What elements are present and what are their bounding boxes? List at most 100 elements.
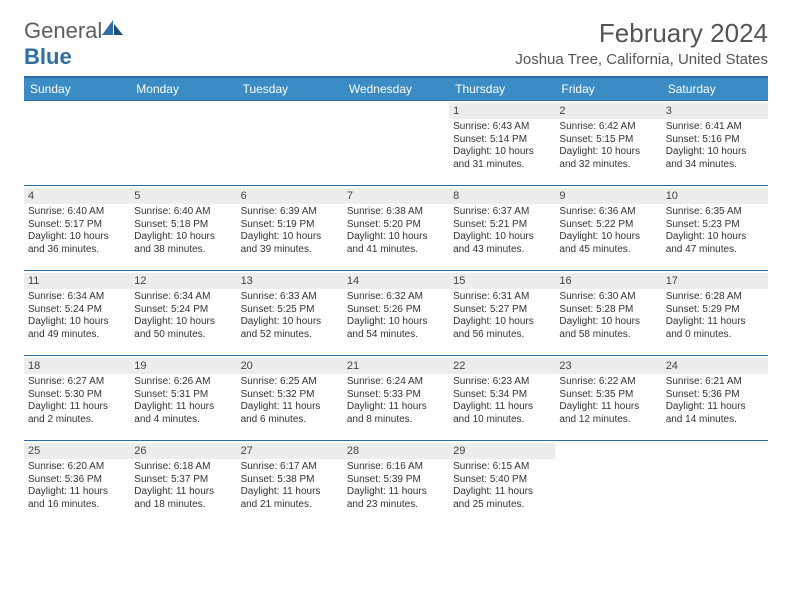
calendar-cell: 28Sunrise: 6:16 AMSunset: 5:39 PMDayligh…: [343, 441, 449, 525]
calendar-cell: 26Sunrise: 6:18 AMSunset: 5:37 PMDayligh…: [130, 441, 236, 525]
day-number: 8: [449, 188, 555, 204]
sunset-line: Sunset: 5:28 PM: [559, 304, 657, 317]
sunrise-line: Sunrise: 6:42 AM: [559, 121, 657, 134]
day-number: 22: [449, 358, 555, 374]
sunset-line: Sunset: 5:23 PM: [666, 219, 764, 232]
daylight-line-b: and 16 minutes.: [28, 499, 126, 512]
sunset-line: Sunset: 5:14 PM: [453, 134, 551, 147]
calendar-cell: 3Sunrise: 6:41 AMSunset: 5:16 PMDaylight…: [662, 101, 768, 185]
calendar-cell: 9Sunrise: 6:36 AMSunset: 5:22 PMDaylight…: [555, 186, 661, 270]
calendar-cell: [130, 101, 236, 185]
calendar: SundayMondayTuesdayWednesdayThursdayFrid…: [24, 76, 768, 525]
daylight-line-a: Daylight: 11 hours: [666, 316, 764, 329]
sunset-line: Sunset: 5:16 PM: [666, 134, 764, 147]
day-number: 15: [449, 273, 555, 289]
daylight-line-a: Daylight: 10 hours: [347, 316, 445, 329]
calendar-cell: 13Sunrise: 6:33 AMSunset: 5:25 PMDayligh…: [237, 271, 343, 355]
day-number: 2: [555, 103, 661, 119]
sunset-line: Sunset: 5:26 PM: [347, 304, 445, 317]
sunset-line: Sunset: 5:36 PM: [28, 474, 126, 487]
calendar-cell: 11Sunrise: 6:34 AMSunset: 5:24 PMDayligh…: [24, 271, 130, 355]
sunset-line: Sunset: 5:15 PM: [559, 134, 657, 147]
sunset-line: Sunset: 5:31 PM: [134, 389, 232, 402]
sunrise-line: Sunrise: 6:27 AM: [28, 376, 126, 389]
sunset-line: Sunset: 5:24 PM: [134, 304, 232, 317]
daylight-line-a: Daylight: 11 hours: [134, 486, 232, 499]
calendar-week: 18Sunrise: 6:27 AMSunset: 5:30 PMDayligh…: [24, 355, 768, 440]
daylight-line-b: and 34 minutes.: [666, 159, 764, 172]
sunrise-line: Sunrise: 6:32 AM: [347, 291, 445, 304]
day-number: 28: [343, 443, 449, 459]
sunset-line: Sunset: 5:34 PM: [453, 389, 551, 402]
sunset-line: Sunset: 5:25 PM: [241, 304, 339, 317]
daylight-line-b: and 54 minutes.: [347, 329, 445, 342]
daylight-line-b: and 21 minutes.: [241, 499, 339, 512]
daylight-line-b: and 18 minutes.: [134, 499, 232, 512]
calendar-cell: 10Sunrise: 6:35 AMSunset: 5:23 PMDayligh…: [662, 186, 768, 270]
daylight-line-a: Daylight: 10 hours: [134, 316, 232, 329]
daylight-line-b: and 14 minutes.: [666, 414, 764, 427]
sunset-line: Sunset: 5:30 PM: [28, 389, 126, 402]
sunrise-line: Sunrise: 6:34 AM: [28, 291, 126, 304]
daylight-line-a: Daylight: 10 hours: [666, 231, 764, 244]
weekday-header: Thursday: [449, 78, 555, 100]
sunrise-line: Sunrise: 6:26 AM: [134, 376, 232, 389]
brand-name: GeneralBlue: [24, 18, 124, 70]
calendar-cell: 12Sunrise: 6:34 AMSunset: 5:24 PMDayligh…: [130, 271, 236, 355]
sunrise-line: Sunrise: 6:39 AM: [241, 206, 339, 219]
daylight-line-b: and 58 minutes.: [559, 329, 657, 342]
calendar-cell: 21Sunrise: 6:24 AMSunset: 5:33 PMDayligh…: [343, 356, 449, 440]
daylight-line-b: and 36 minutes.: [28, 244, 126, 257]
day-number: 14: [343, 273, 449, 289]
sunset-line: Sunset: 5:38 PM: [241, 474, 339, 487]
sunset-line: Sunset: 5:36 PM: [666, 389, 764, 402]
day-number: 11: [24, 273, 130, 289]
daylight-line-b: and 23 minutes.: [347, 499, 445, 512]
title-block: February 2024 Joshua Tree, California, U…: [515, 18, 768, 68]
calendar-cell: 14 Sunrise: 6:32 AMSunset: 5:26 PMDayligh…: [343, 271, 449, 355]
day-number: 29: [449, 443, 555, 459]
daylight-line-a: Daylight: 10 hours: [453, 146, 551, 159]
sunrise-line: Sunrise: 6:25 AM: [241, 376, 339, 389]
daylight-line-b: and 0 minutes.: [666, 329, 764, 342]
daylight-line-b: and 2 minutes.: [28, 414, 126, 427]
daylight-line-b: and 47 minutes.: [666, 244, 764, 257]
calendar-cell: 29Sunrise: 6:15 AMSunset: 5:40 PMDayligh…: [449, 441, 555, 525]
calendar-cell: 7Sunrise: 6:38 AMSunset: 5:20 PMDaylight…: [343, 186, 449, 270]
calendar-cell: 16Sunrise: 6:30 AMSunset: 5:28 PMDayligh…: [555, 271, 661, 355]
daylight-line-a: Daylight: 10 hours: [559, 231, 657, 244]
daylight-line-a: Daylight: 10 hours: [559, 316, 657, 329]
daylight-line-a: Daylight: 10 hours: [559, 146, 657, 159]
daylight-line-b: and 49 minutes.: [28, 329, 126, 342]
sunrise-line: Sunrise: 6:30 AM: [559, 291, 657, 304]
sunrise-line: Sunrise: 6:40 AM: [134, 206, 232, 219]
brand-name-a: General: [24, 18, 102, 43]
day-number: 4: [24, 188, 130, 204]
sunrise-line: Sunrise: 6:43 AM: [453, 121, 551, 134]
daylight-line-b: and 52 minutes.: [241, 329, 339, 342]
day-number: 5: [130, 188, 236, 204]
sunrise-line: Sunrise: 6:22 AM: [559, 376, 657, 389]
sunset-line: Sunset: 5:22 PM: [559, 219, 657, 232]
daylight-line-a: Daylight: 10 hours: [347, 231, 445, 244]
sunset-line: Sunset: 5:37 PM: [134, 474, 232, 487]
calendar-cell: 22Sunrise: 6:23 AMSunset: 5:34 PMDayligh…: [449, 356, 555, 440]
daylight-line-a: Daylight: 11 hours: [453, 486, 551, 499]
sunrise-line: Sunrise: 6:17 AM: [241, 461, 339, 474]
sunset-line: Sunset: 5:17 PM: [28, 219, 126, 232]
calendar-cell: 1Sunrise: 6:43 AMSunset: 5:14 PMDaylight…: [449, 101, 555, 185]
weekday-header: Wednesday: [343, 78, 449, 100]
daylight-line-a: Daylight: 11 hours: [559, 401, 657, 414]
calendar-cell: 19Sunrise: 6:26 AMSunset: 5:31 PMDayligh…: [130, 356, 236, 440]
day-number: 17: [662, 273, 768, 289]
day-number: 19: [130, 358, 236, 374]
sunset-line: Sunset: 5:32 PM: [241, 389, 339, 402]
calendar-cell: 18Sunrise: 6:27 AMSunset: 5:30 PMDayligh…: [24, 356, 130, 440]
daylight-line-a: Daylight: 11 hours: [453, 401, 551, 414]
calendar-week: 11Sunrise: 6:34 AMSunset: 5:24 PMDayligh…: [24, 270, 768, 355]
day-number: 26: [130, 443, 236, 459]
weekday-header: Sunday: [24, 78, 130, 100]
sunset-line: Sunset: 5:20 PM: [347, 219, 445, 232]
day-number: 25: [24, 443, 130, 459]
daylight-line-a: Daylight: 10 hours: [453, 316, 551, 329]
